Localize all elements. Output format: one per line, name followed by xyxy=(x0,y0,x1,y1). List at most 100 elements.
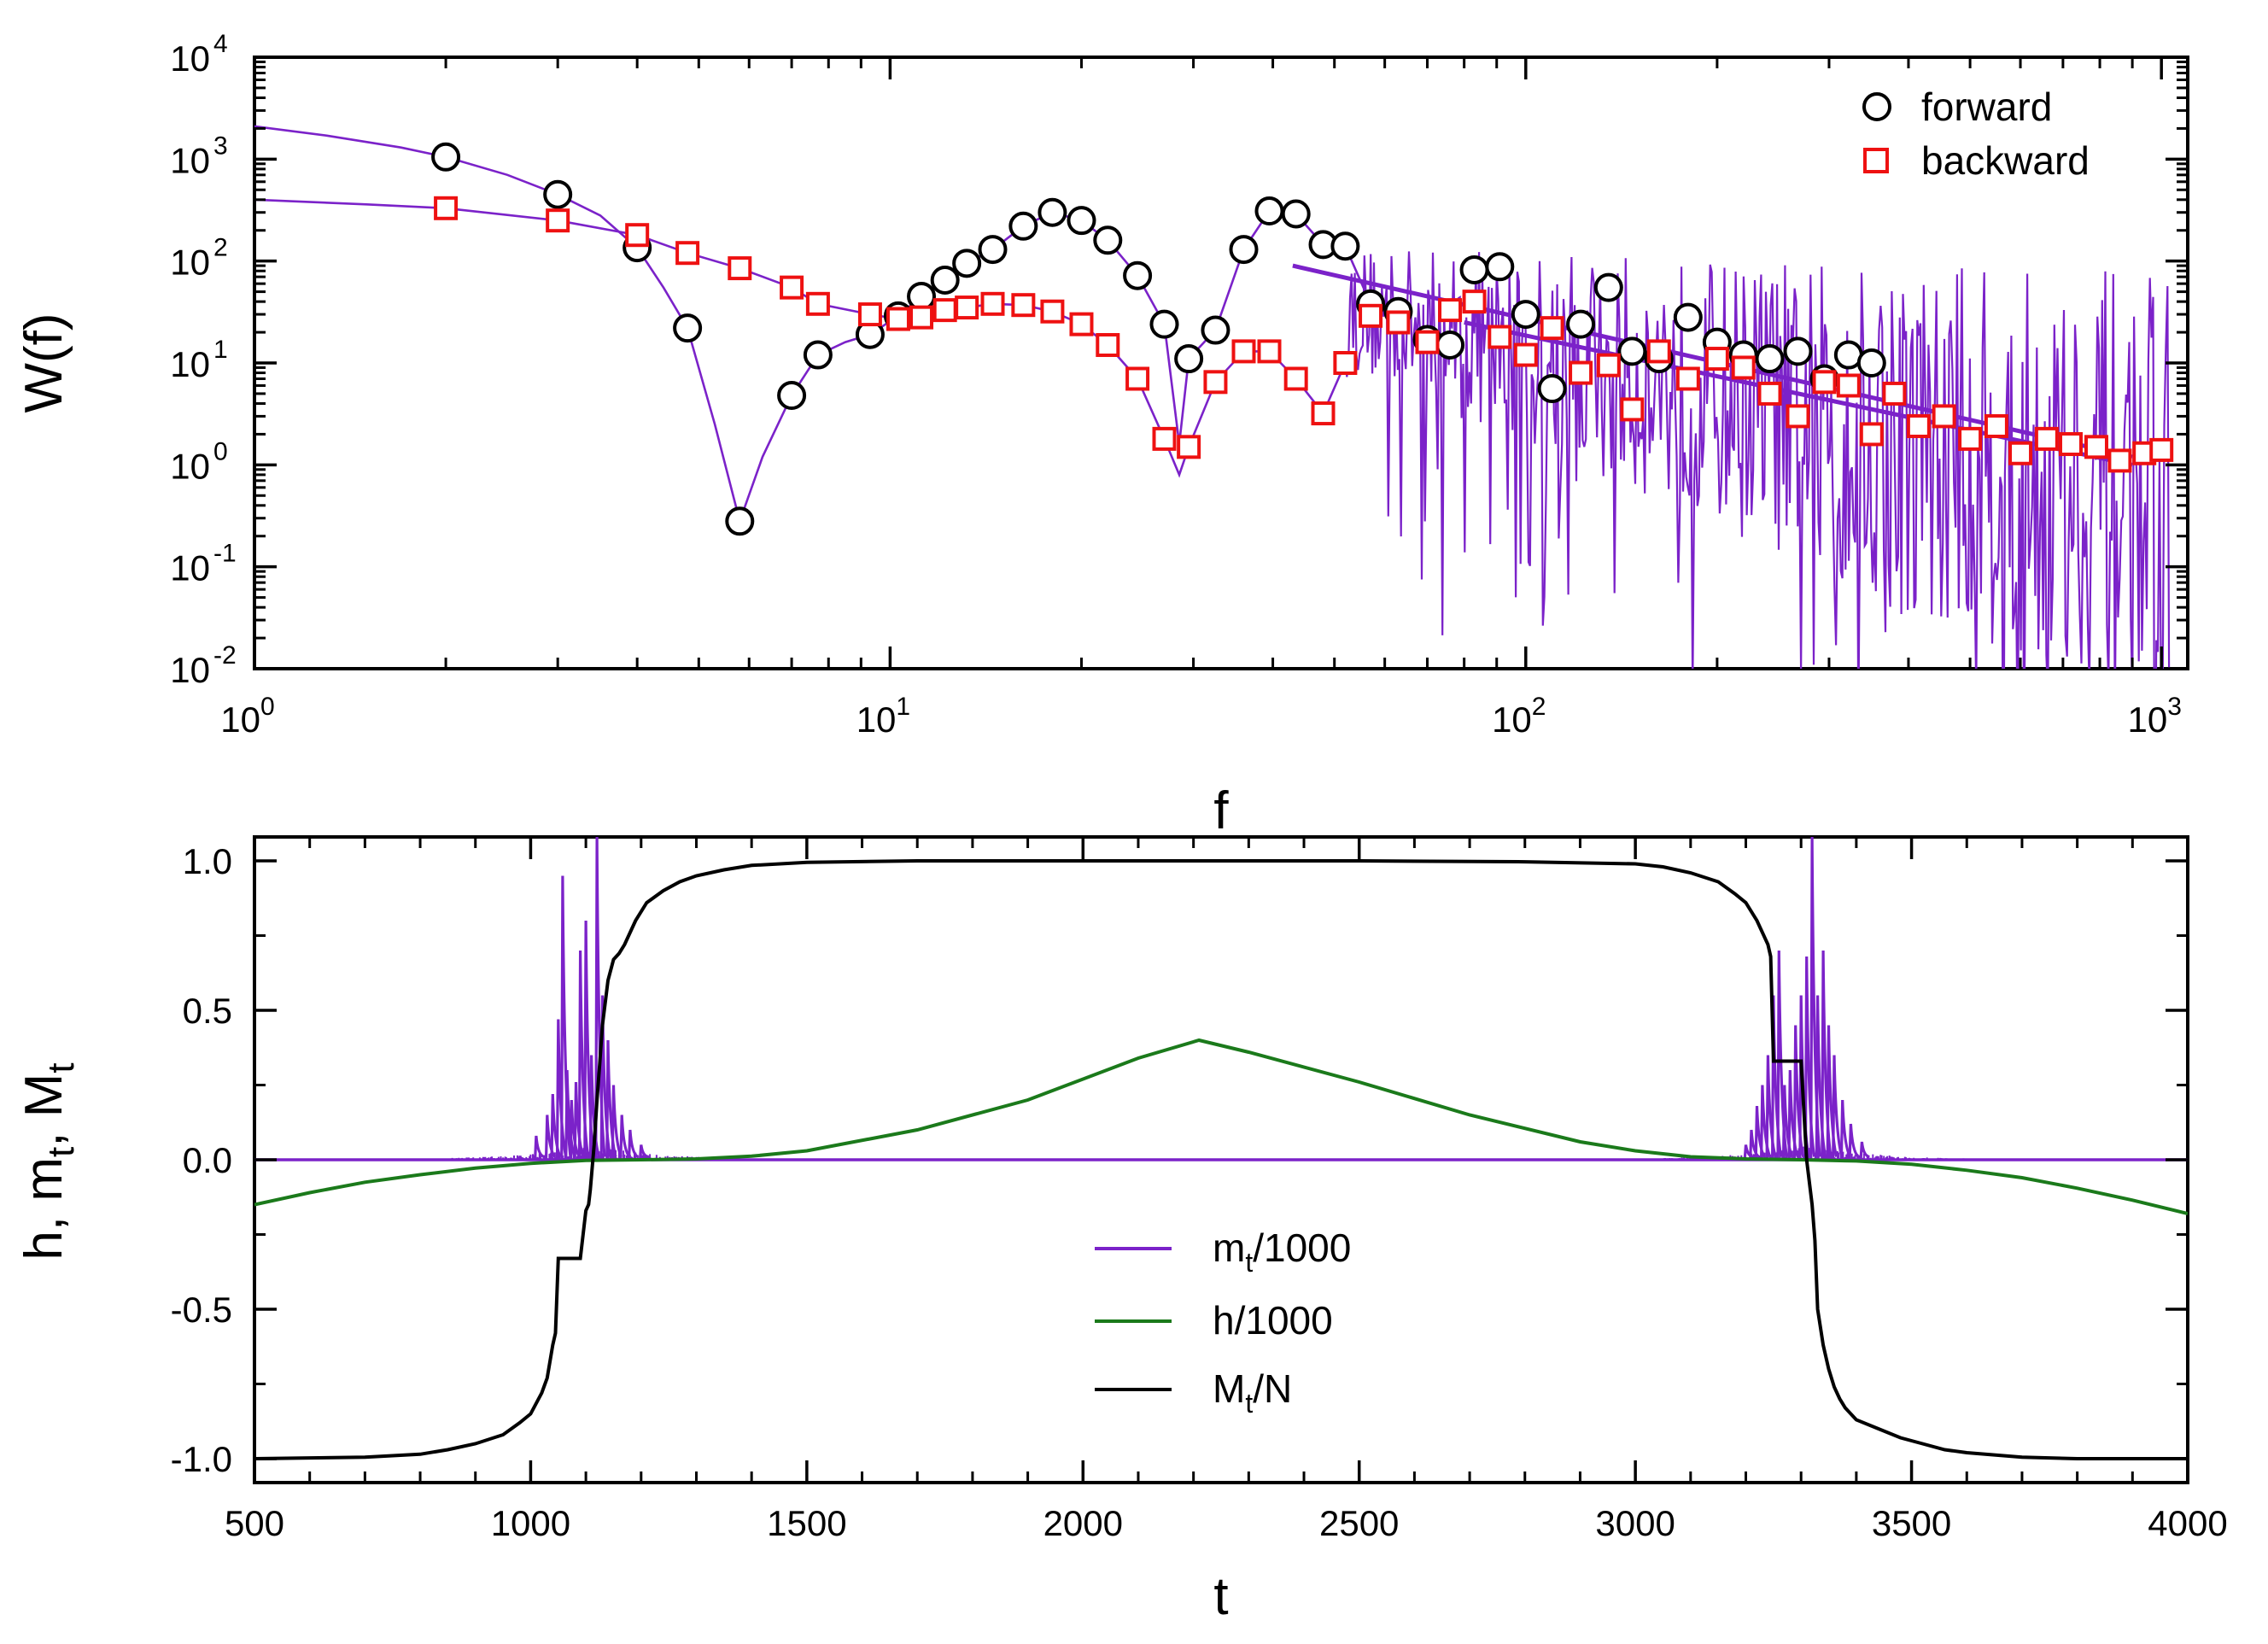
line-h xyxy=(254,1038,2188,1215)
top-xtick-base-2: 10 xyxy=(1492,699,1532,740)
bottom-ticks-layer: 500 1000 1500 2000 2500 3000 3500 4000 -1.0 -0.5 0… xyxy=(171,837,2228,1543)
mt-spike-4 xyxy=(560,875,572,1161)
top-ytick-exp-5: 3 xyxy=(213,132,228,160)
legend-Mt-label: Mt/N xyxy=(1213,1366,1292,1419)
bot-xtick-label-4: 2500 xyxy=(1319,1503,1399,1543)
marker-backward-32 xyxy=(1513,342,1538,367)
top-legend: forward backward xyxy=(1862,85,2090,183)
marker-backward-24 xyxy=(1311,401,1336,426)
mt-spike-24 xyxy=(1776,950,1788,1161)
marker-backward-42 xyxy=(1786,404,1810,429)
marker-forward-22 xyxy=(1254,196,1284,226)
top-line-power-law-fit-backward xyxy=(1464,320,2133,467)
marker-backward-31 xyxy=(1488,325,1512,349)
marker-forward-0 xyxy=(431,142,461,172)
marker-backward-55 xyxy=(2107,448,2132,473)
marker-backward-26 xyxy=(1359,303,1383,328)
marker-forward-6 xyxy=(803,340,833,370)
marker-backward-41 xyxy=(1757,381,1782,406)
top-ytick-base-0: 10 xyxy=(170,650,210,690)
top-ytick-exp-2: 0 xyxy=(213,437,228,465)
bottom-legend: mt/1000 h/1000 Mt/N xyxy=(1095,1226,1351,1419)
marker-forward-19 xyxy=(1174,344,1204,374)
bot-xtick-label-2: 1500 xyxy=(767,1503,846,1543)
marker-forward-15 xyxy=(1067,206,1096,236)
marker-forward-9 xyxy=(907,282,937,312)
marker-backward-36 xyxy=(1620,397,1645,422)
marker-backward-8 xyxy=(886,307,910,331)
noisy-spectrum-line xyxy=(1344,251,2171,669)
top-ytick-label-1: 10 xyxy=(170,548,210,588)
top-ytick-label-5: 10 xyxy=(170,140,210,180)
marker-backward-23 xyxy=(1283,366,1308,391)
bot-xtick-label-0: 500 xyxy=(225,1503,284,1543)
marker-backward-46 xyxy=(1882,381,1907,406)
top-ytick-exp-3: 1 xyxy=(213,336,228,364)
marker-backward-0 xyxy=(434,196,459,220)
marker-forward-42 xyxy=(1783,336,1813,366)
marker-forward-14 xyxy=(1038,197,1067,227)
marker-backward-4 xyxy=(728,256,752,281)
bot-xtick-label-1: 1000 xyxy=(491,1503,570,1543)
marker-forward-13 xyxy=(1008,211,1038,241)
marker-backward-39 xyxy=(1704,347,1729,372)
mt-spike-0 xyxy=(534,1135,545,1161)
legend-backward-label: backward xyxy=(1921,138,2090,183)
mt-spike-26 xyxy=(1787,1069,1799,1161)
top-xtick-label-1: 101 xyxy=(856,693,910,740)
mt-spike-36 xyxy=(1848,1123,1860,1161)
bot-ytick-label-3: 0.5 xyxy=(183,991,232,1031)
marker-forward-32 xyxy=(1511,300,1540,330)
marker-forward-17 xyxy=(1123,260,1153,290)
top-markers-layer xyxy=(431,142,2174,536)
top-lines-layer xyxy=(254,125,2171,669)
marker-backward-28 xyxy=(1415,330,1440,354)
mt-spike-9 xyxy=(583,920,595,1161)
marker-backward-48 xyxy=(1932,404,1956,429)
top-xtick-label-0: 100 xyxy=(220,693,274,740)
mt-spike-19 xyxy=(1749,1129,1760,1161)
marker-backward-27 xyxy=(1386,310,1411,335)
marker-forward-33 xyxy=(1537,374,1567,404)
marker-backward-19 xyxy=(1177,435,1201,459)
top-ytick-base-6: 10 xyxy=(170,38,210,79)
marker-backward-11 xyxy=(955,295,979,320)
marker-backward-15 xyxy=(1069,312,1094,336)
top-ytick-label-6: 10 xyxy=(170,38,210,79)
mt-spike-22 xyxy=(1765,1055,1777,1161)
marker-forward-36 xyxy=(1617,336,1647,366)
bottom-lines-layer xyxy=(254,837,2188,1460)
top-xtick-label-2: 102 xyxy=(1492,693,1546,740)
mt-spike-16 xyxy=(628,1129,639,1161)
marker-forward-29 xyxy=(1435,330,1465,360)
marker-backward-45 xyxy=(1859,422,1884,447)
marker-backward-9 xyxy=(909,305,934,330)
marker-backward-12 xyxy=(980,291,1005,316)
bottom-y-axis-label: h, mt, Mt xyxy=(15,1062,82,1260)
top-xtick-label-3: 103 xyxy=(2127,693,2181,740)
mt-spike-31 xyxy=(1815,995,1827,1161)
ylabel-sub-a: t xyxy=(40,1147,82,1157)
top-ytick-base-4: 10 xyxy=(170,243,210,283)
marker-forward-23 xyxy=(1281,199,1311,229)
legend-forward-marker xyxy=(1862,92,1891,121)
legend-mt-main: m xyxy=(1213,1226,1245,1270)
marker-forward-41 xyxy=(1755,344,1785,374)
marker-forward-5 xyxy=(777,381,807,411)
mt-spike-27 xyxy=(1792,1025,1805,1161)
marker-forward-34 xyxy=(1566,309,1596,339)
top-ytick-label-0: 10 xyxy=(170,650,210,690)
top-line-backward-fit xyxy=(254,198,1347,478)
top-ytick-exp-6: 4 xyxy=(213,30,228,58)
ylabel-part-b: , M xyxy=(15,1074,73,1147)
marker-backward-49 xyxy=(1958,426,1983,451)
bot-xtick-label-7: 4000 xyxy=(2148,1503,2227,1543)
marker-forward-38 xyxy=(1673,302,1703,332)
marker-backward-6 xyxy=(805,291,830,316)
bot-ytick-label-0: -1.0 xyxy=(171,1439,232,1479)
marker-backward-5 xyxy=(780,275,804,300)
marker-backward-38 xyxy=(1675,366,1700,391)
marker-backward-54 xyxy=(2084,435,2108,459)
top-xtick-exp-3: 3 xyxy=(2167,693,2182,721)
